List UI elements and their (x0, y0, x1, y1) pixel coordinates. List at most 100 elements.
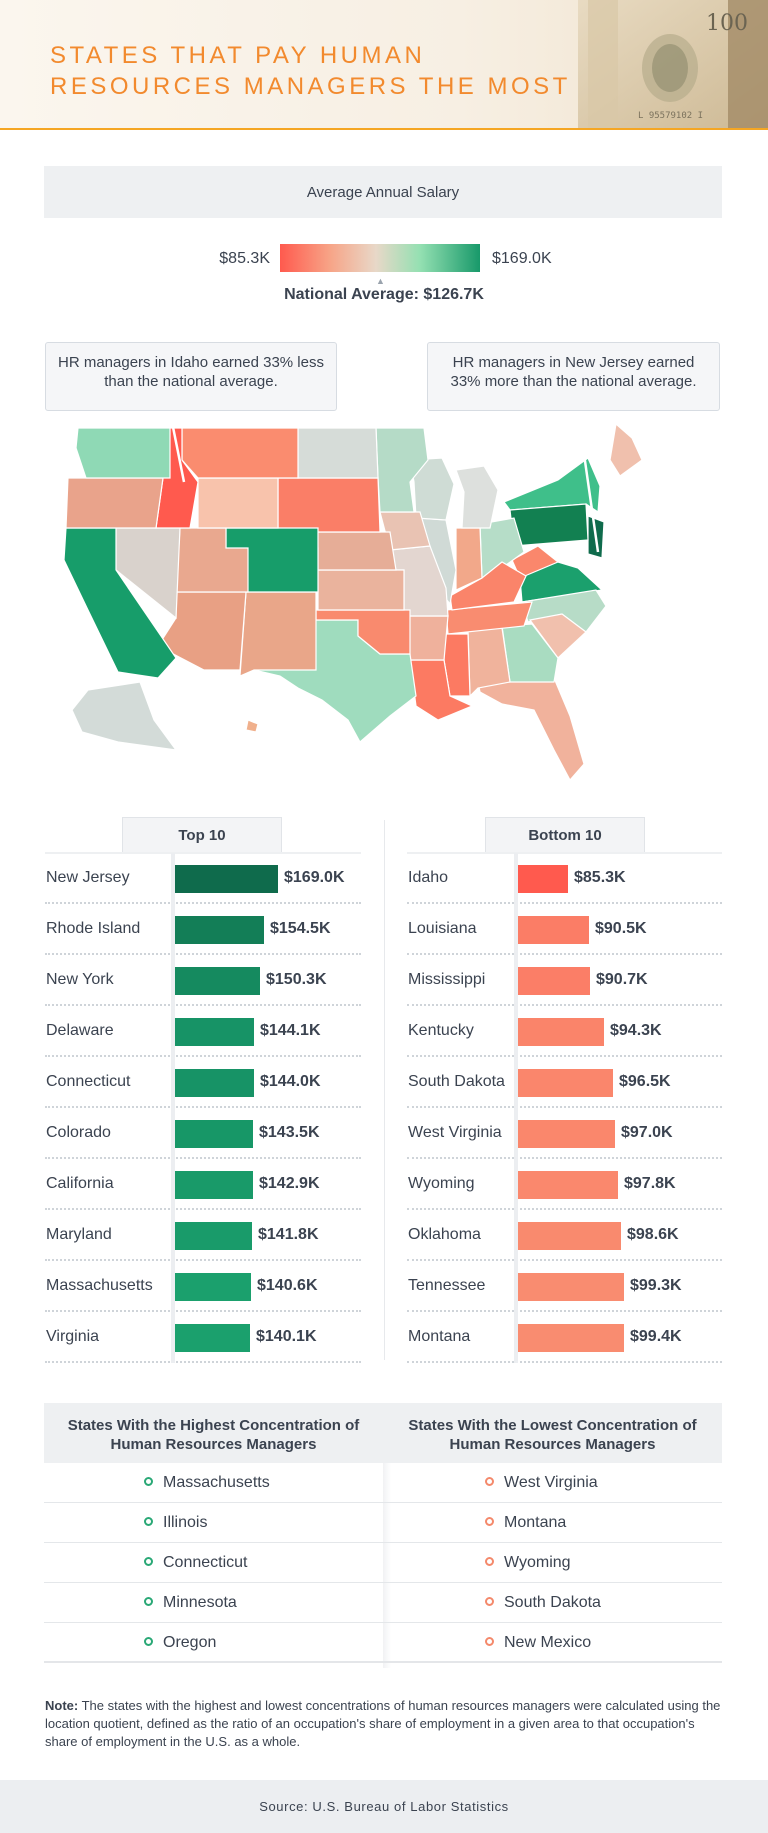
rank-row: Idaho $85.3K (407, 853, 722, 904)
rank-row: Tennessee $99.3K (407, 1261, 722, 1312)
rank-value-label: $85.3K (574, 869, 626, 886)
bottom-10-header-line (407, 852, 722, 854)
low-concentration-state: Wyoming (504, 1554, 571, 1571)
low-concentration-item: Montana (485, 1514, 566, 1532)
rank-value-label: $90.7K (596, 971, 648, 988)
legend-title: Average Annual Salary (306, 183, 460, 201)
new-jersey-callout: HR managers in New Jersey earned 33% mor… (427, 342, 720, 411)
state-ak (71, 681, 178, 751)
concentration-row: Oregon New Mexico (44, 1623, 722, 1663)
rank-axis-line (171, 853, 175, 1363)
concentration-row: Illinois Montana (44, 1503, 722, 1543)
rank-bar (173, 1273, 251, 1301)
high-concentration-state: Massachusetts (163, 1474, 270, 1491)
concentration-row: Minnesota South Dakota (44, 1583, 722, 1623)
rank-bar (516, 916, 589, 944)
low-concentration-state: West Virginia (504, 1474, 598, 1491)
bill-serial-text: L 95579102 I (638, 111, 703, 121)
idaho-callout: HR managers in Idaho earned 33% less tha… (45, 342, 337, 411)
note-text: The states with the highest and lowest c… (45, 1698, 721, 1749)
rank-state-label: Virginia (46, 1328, 100, 1345)
lowest-concentration-title: States With the Lowest Concentration of … (408, 1417, 697, 1453)
rank-row: West Virginia $97.0K (407, 1108, 722, 1159)
rank-bar (516, 1324, 624, 1352)
rank-row: Rhode Island $154.5K (45, 904, 361, 955)
rank-state-label: Delaware (46, 1022, 114, 1039)
low-concentration-item: West Virginia (485, 1474, 598, 1492)
rank-value-label: $150.3K (266, 971, 327, 988)
tab-bottom-10: Bottom 10 (485, 817, 645, 853)
rank-row: Louisiana $90.5K (407, 904, 722, 955)
rank-bar (173, 1324, 250, 1352)
rank-row: Virginia $140.1K (45, 1312, 361, 1363)
high-concentration-item: Connecticut (144, 1554, 248, 1572)
rank-value-label: $141.8K (258, 1226, 319, 1243)
rank-row: California $142.9K (45, 1159, 361, 1210)
rank-value-label: $143.5K (259, 1124, 320, 1141)
header-divider (0, 128, 768, 130)
rank-value-label: $140.1K (256, 1328, 317, 1345)
rank-row: Delaware $144.1K (45, 1006, 361, 1057)
rank-state-label: Massachusetts (46, 1277, 153, 1294)
rank-row: Colorado $143.5K (45, 1108, 361, 1159)
low-concentration-item: New Mexico (485, 1634, 591, 1652)
rank-state-label: Colorado (46, 1124, 111, 1141)
dollar-bill-illustration: 100 L 95579102 I (578, 0, 768, 130)
low-concentration-item: Wyoming (485, 1554, 571, 1572)
orange-bullet-icon (485, 1557, 494, 1566)
high-concentration-state: Minnesota (163, 1594, 237, 1611)
high-concentration-state: Oregon (163, 1634, 217, 1651)
state-nm (239, 591, 317, 677)
state-ks (317, 569, 405, 611)
rank-state-label: New York (46, 971, 114, 988)
title-line-1: STATES THAT PAY HUMAN (50, 42, 426, 69)
orange-bullet-icon (485, 1637, 494, 1646)
legend-title-bar: Average Annual Salary (44, 166, 722, 218)
rank-bar (173, 1018, 254, 1046)
rank-state-label: Montana (408, 1328, 471, 1345)
rank-value-label: $98.6K (627, 1226, 679, 1243)
us-salary-map (63, 420, 643, 782)
title-line-2: RESOURCES MANAGERS THE MOST (50, 73, 571, 100)
header-banner: STATES THAT PAY HUMAN RESOURCES MANAGERS… (0, 0, 768, 130)
color-scale: $85.3K $169.0K (0, 244, 768, 274)
scale-gradient (280, 244, 480, 272)
state-wi (409, 457, 455, 521)
national-average-label: National Average: $126.7K (284, 286, 484, 303)
rank-value-label: $144.1K (260, 1022, 321, 1039)
rank-row: New Jersey $169.0K (45, 853, 361, 904)
rank-state-label: Louisiana (408, 920, 477, 937)
state-nd (297, 427, 379, 479)
rank-bar (516, 865, 568, 893)
rank-value-label: $99.3K (630, 1277, 682, 1294)
rank-state-label: California (46, 1175, 114, 1192)
rank-bar (173, 916, 264, 944)
rank-state-label: South Dakota (408, 1073, 505, 1090)
rank-row: Mississippi $90.7K (407, 955, 722, 1006)
rank-row: Massachusetts $140.6K (45, 1261, 361, 1312)
state-ca (63, 527, 177, 679)
high-concentration-state: Illinois (163, 1514, 208, 1531)
rank-bar (173, 1222, 252, 1250)
rank-state-label: New Jersey (46, 869, 130, 886)
scale-max-label: $169.0K (492, 250, 552, 267)
high-concentration-item: Massachusetts (144, 1474, 270, 1492)
rank-value-label: $97.8K (624, 1175, 676, 1192)
high-concentration-item: Minnesota (144, 1594, 237, 1612)
bottom-10-table: Idaho $85.3K Louisiana $90.5K Mississippi $90… (407, 853, 722, 1363)
page-title: STATES THAT PAY HUMAN RESOURCES MANAGERS… (50, 40, 610, 102)
rank-row: Montana $99.4K (407, 1312, 722, 1363)
rank-bar (173, 1120, 253, 1148)
rank-row: South Dakota $96.5K (407, 1057, 722, 1108)
rank-bar (173, 1069, 254, 1097)
rank-bar (516, 1171, 618, 1199)
rank-state-label: Oklahoma (408, 1226, 481, 1243)
low-concentration-state: Montana (504, 1514, 567, 1531)
note-label: Note: (45, 1698, 79, 1713)
state-wa (75, 427, 171, 479)
green-bullet-icon (144, 1477, 153, 1486)
rank-row: Connecticut $144.0K (45, 1057, 361, 1108)
rank-bar (173, 865, 278, 893)
high-concentration-item: Oregon (144, 1634, 216, 1652)
rank-value-label: $169.0K (284, 869, 345, 886)
